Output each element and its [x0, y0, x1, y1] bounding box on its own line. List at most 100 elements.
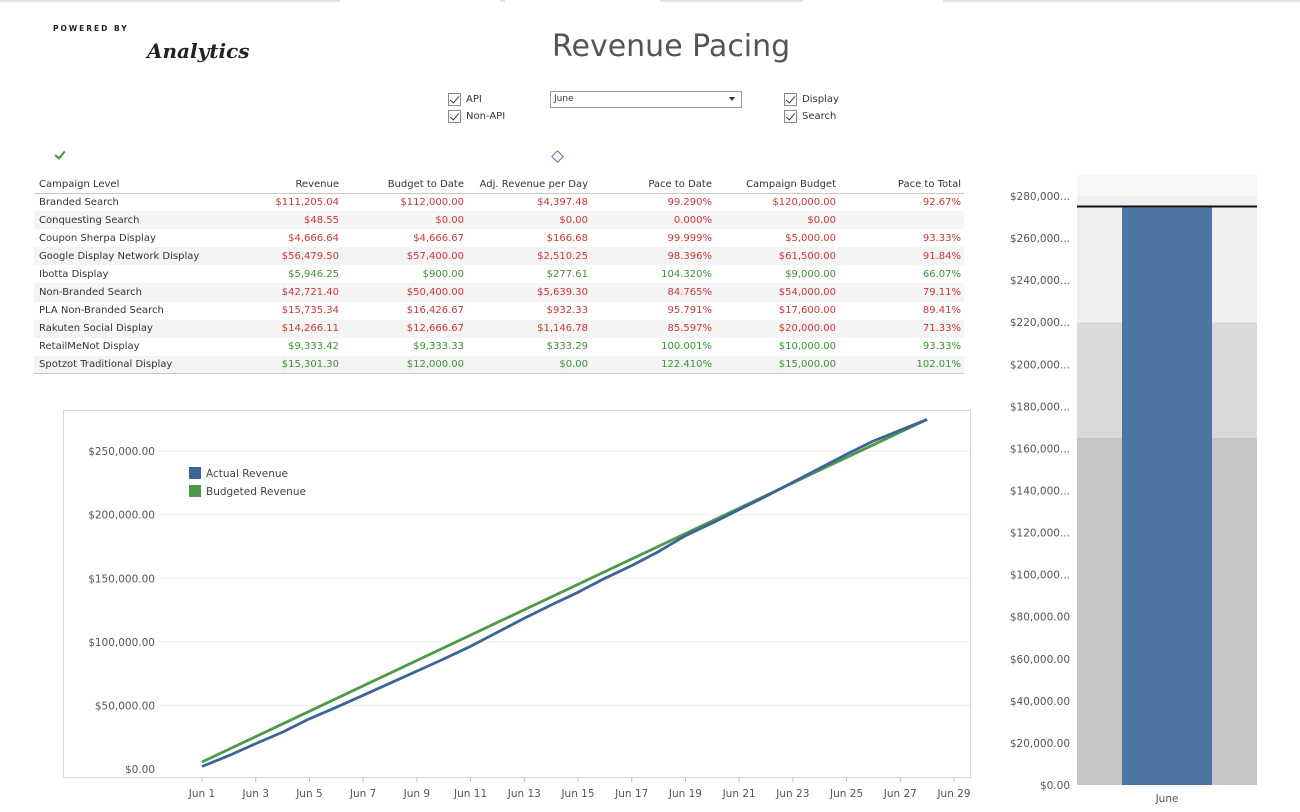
pace-to-date-cell: 104.320%	[661, 268, 712, 280]
table-row[interactable]: Coupon Sherpa Display $4,666.64 $4,666.67 $…	[34, 229, 964, 247]
y-tick-label: $60,000.00	[1010, 654, 1070, 666]
checkbox-icon[interactable]	[448, 110, 461, 123]
campaign-table: Campaign Level Revenue Budget to Date Ad…	[34, 176, 964, 375]
campaign-budget-cell: $17,600.00	[778, 305, 836, 317]
pace-to-date-cell: 84.765%	[591, 283, 715, 302]
legend-swatch	[189, 467, 201, 479]
campaign-budget-cell: $120,000.00	[772, 196, 836, 208]
table-row[interactable]: Google Display Network Display $56,479.50…	[34, 247, 964, 266]
campaign-name: Ibotta Display	[39, 268, 109, 280]
checkbox-icon[interactable]	[784, 93, 797, 106]
table-row[interactable]: Ibotta Display $5,946.25 $900.00 $277.61 104…	[34, 265, 964, 283]
column-header-pace-to-date[interactable]: Pace to Date	[591, 176, 715, 194]
pace-to-total-cell: 79.11%	[839, 283, 964, 302]
chevron-down-icon[interactable]	[729, 97, 735, 101]
y-tick-label: $240,000...	[1010, 275, 1070, 287]
y-tick-label: $220,000...	[1010, 317, 1070, 329]
filter-display-label: Display	[802, 94, 839, 105]
table-row[interactable]: Spotzot Traditional Display $15,301.30 $12…	[34, 355, 964, 375]
series-line-actual-revenue	[201, 418, 928, 768]
y-tick-label: $200,000.00	[88, 510, 155, 522]
y-tick-label: $180,000...	[1010, 401, 1070, 413]
table-row[interactable]: Conquesting Search $48.55 $0.00 $0.00 0.000%…	[34, 211, 964, 230]
column-header-campaign-level[interactable]: Campaign Level	[34, 176, 254, 194]
table-row[interactable]: RetailMeNot Display $9,333.42 $9,333.33 $33…	[34, 338, 964, 356]
x-tick-label: Jun 29	[936, 788, 970, 800]
filter-display[interactable]: Display	[784, 93, 839, 106]
y-tick-label: $200,000...	[1010, 359, 1070, 371]
filter-api[interactable]: API	[448, 93, 482, 106]
revenue-cell: $4,666.64	[288, 232, 339, 244]
top-border-gap	[803, 0, 943, 2]
checkbox-icon[interactable]	[448, 93, 461, 106]
brand-logo: Analytics	[147, 39, 250, 63]
revenue-cell: $56,479.50	[254, 247, 342, 266]
top-border-gap	[340, 0, 500, 2]
campaign-budget-cell: $10,000.00	[778, 341, 836, 353]
x-tick-label: Jun 25	[829, 788, 863, 800]
campaign-name: PLA Non-Branded Search	[39, 305, 164, 317]
x-tick-label: Jun 3	[241, 788, 268, 800]
revenue-cell: $42,721.40	[254, 283, 342, 302]
pace-to-date-cell: 95.791%	[667, 305, 713, 317]
table-header-row: Campaign Level Revenue Budget to Date Ad…	[34, 176, 964, 194]
adj-revenue-per-day-cell: $5,639.30	[467, 283, 591, 302]
filter-search-label: Search	[802, 111, 837, 122]
revenue-cell: $15,735.34	[281, 305, 339, 317]
y-tick-label: $80,000.00	[1010, 612, 1070, 624]
filter-non-api[interactable]: Non-API	[448, 110, 505, 123]
pace-to-date-cell: 100.001%	[661, 341, 712, 353]
y-tick-label: $250,000.00	[88, 446, 155, 458]
x-tick-label: Jun 11	[453, 788, 487, 800]
x-tick-label: Jun 23	[775, 788, 809, 800]
y-tick-label: $20,000.00	[1010, 738, 1070, 750]
budget-to-date-cell: $112,000.00	[400, 196, 464, 208]
y-tick-label: $0.00	[125, 764, 155, 776]
campaign-name: Coupon Sherpa Display	[39, 232, 156, 244]
revenue-cell: $15,301.30	[254, 355, 342, 375]
column-header-revenue[interactable]: Revenue	[254, 176, 342, 194]
column-header-adj-revenue-per-day[interactable]: Adj. Revenue per Day	[467, 176, 591, 194]
pace-to-date-cell: 98.396%	[591, 247, 715, 266]
campaign-budget-cell: $0.00	[715, 211, 839, 230]
pacing-band	[1077, 175, 1257, 197]
pace-to-total-cell: 66.07%	[922, 268, 961, 280]
y-tick-label: $100,000...	[1010, 570, 1070, 582]
column-header-pace-to-total[interactable]: Pace to Total	[839, 176, 964, 194]
table-row[interactable]: Non-Branded Search $42,721.40 $50,400.00 $5…	[34, 283, 964, 302]
revenue-cell: $14,266.11	[254, 319, 342, 338]
campaign-budget-cell: $54,000.00	[715, 283, 839, 302]
checkbox-icon[interactable]	[784, 110, 797, 123]
campaign-budget-cell: $15,000.00	[715, 355, 839, 375]
pace-to-date-cell: 99.290%	[667, 196, 713, 208]
revenue-cell: $111,205.04	[275, 196, 339, 208]
y-tick-label: $40,000.00	[1010, 696, 1070, 708]
campaign-name: Non-Branded Search	[34, 283, 254, 302]
revenue-line-chart: $0.00 $50,000.00 $100,000.00 $150,000.00 $20…	[63, 410, 971, 800]
budget-to-date-cell: $12,000.00	[342, 355, 467, 375]
adj-revenue-per-day-cell: $277.61	[546, 268, 588, 280]
campaign-budget-cell: $5,000.00	[785, 232, 836, 244]
series-line-budgeted-revenue	[201, 418, 928, 764]
campaign-name: RetailMeNot Display	[39, 341, 140, 353]
y-tick-label: $120,000...	[1010, 528, 1070, 540]
table-row[interactable]: Rakuten Social Display $14,266.11 $12,666.…	[34, 319, 964, 338]
bar-chart-svg: $0.00 $20,000.00 $40,000.00 $60,000.00 $80,0…	[1010, 175, 1257, 805]
legend-label: Actual Revenue	[206, 468, 288, 480]
top-border-gap	[505, 0, 660, 2]
filter-search[interactable]: Search	[784, 110, 836, 123]
pace-to-date-cell: 99.999%	[667, 232, 713, 244]
line-chart-svg: $0.00 $50,000.00 $100,000.00 $150,000.00 $20…	[88, 418, 971, 800]
table-row[interactable]: Branded Search $111,205.04 $112,000.00 $4,3…	[34, 193, 964, 211]
budget-to-date-cell: $16,426.67	[406, 305, 464, 317]
column-header-campaign-budget[interactable]: Campaign Budget	[715, 176, 839, 194]
column-header-budget-to-date[interactable]: Budget to Date	[342, 176, 467, 194]
pacing-bar-chart: $0.00 $20,000.00 $40,000.00 $60,000.00 $80,0…	[1005, 175, 1257, 805]
legend-label: Budgeted Revenue	[206, 486, 306, 498]
budget-to-date-cell: $12,666.67	[342, 319, 467, 338]
campaign-name: Rakuten Social Display	[34, 319, 254, 338]
table-row[interactable]: PLA Non-Branded Search $15,735.34 $16,426.…	[34, 302, 964, 320]
month-select[interactable]: June	[550, 91, 742, 108]
x-tick-label: Jun 9	[403, 788, 430, 800]
y-tick-label: $160,000...	[1010, 443, 1070, 455]
